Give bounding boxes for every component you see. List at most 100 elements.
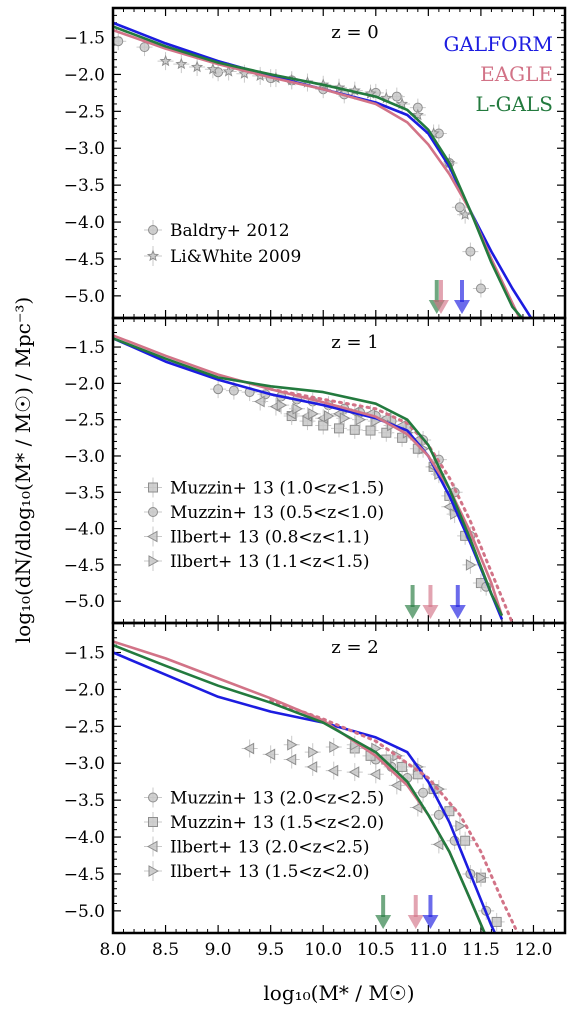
y-tick-label: −3.5 <box>64 176 105 196</box>
y-tick-label: −2.5 <box>64 717 105 737</box>
panel-2: −1.5 −2.0 −2.5 −3.0 −3.5 −4.0 −4.5 −5.0 z = 1 Muz… <box>64 316 567 625</box>
data-point <box>243 742 255 755</box>
model-curve-l-gals <box>113 643 487 933</box>
legend-label: Li&White 2009 <box>170 247 301 267</box>
data-point <box>391 91 402 102</box>
y-tick-label: −4.5 <box>64 250 105 270</box>
data-series-li-white-2009 <box>157 52 474 224</box>
y-tick-label: −5.0 <box>64 592 105 612</box>
data-point <box>306 761 318 773</box>
data-series-ilbert-13-1-1-z-1-5 <box>273 396 479 574</box>
legend-entry-baldry-2012: Baldry+ 2012 <box>144 220 290 241</box>
data-point <box>113 36 124 47</box>
legend-entry-muzzin-13-0-5-z-1-0: Muzzin+ 13 (0.5<z<1.0) <box>144 502 384 523</box>
y-tick-label: −3.5 <box>64 483 105 503</box>
legend-marker <box>146 249 160 262</box>
model-label-eagle: EAGLE <box>480 62 553 86</box>
data-point <box>323 410 335 422</box>
legend-marker <box>146 840 158 853</box>
panel-label: z = 0 <box>331 22 378 43</box>
legend-label: Muzzin+ 13 (0.5<z<1.0) <box>170 503 384 523</box>
model-label-galform: GALFORM <box>443 32 553 56</box>
y-tick-label: −2.5 <box>64 411 105 431</box>
data-point <box>395 97 409 110</box>
y-tick-label: −2.0 <box>64 680 105 700</box>
x-tick-label: 11.0 <box>409 940 447 960</box>
x-tick-label: 11.5 <box>462 940 500 960</box>
data-point <box>329 741 340 753</box>
y-tick-label: −4.0 <box>64 520 105 540</box>
plot-area <box>113 334 514 623</box>
y-tick-label: −4.0 <box>64 213 105 233</box>
legend-label: Muzzin+ 13 (1.5<z<2.0) <box>170 813 384 833</box>
mass-arrow-head <box>422 915 439 929</box>
data-point <box>348 766 360 778</box>
data-point <box>159 54 172 67</box>
y-tick-label: −3.5 <box>64 791 105 811</box>
data-point <box>334 423 344 434</box>
legend-marker <box>148 865 160 877</box>
plot-area <box>113 640 520 933</box>
x-tick-label: 10.0 <box>304 940 342 960</box>
x-tick-label: 8.5 <box>152 940 179 960</box>
model-curve-galform <box>113 21 533 318</box>
panel-3: 8.0 8.5 9.0 9.5 10.0 10.5 11.0 11.5 12.0 −1.5 −2.0… <box>64 621 567 960</box>
data-point <box>292 402 303 415</box>
panel-frame <box>111 621 567 935</box>
legend-entry-li-white-2009: Li&White 2009 <box>144 246 301 267</box>
legend-entry-muzzin-13-1-5-z-2-0: Muzzin+ 13 (1.5<z<2.0) <box>144 812 384 833</box>
legend-marker <box>148 792 158 803</box>
y-tick-label: −4.5 <box>64 556 105 576</box>
y-tick-label: −2.0 <box>64 65 105 85</box>
mass-arrow-head <box>404 605 421 619</box>
model-curve-galform <box>113 651 497 933</box>
data-point <box>264 748 276 761</box>
legend-marker <box>148 817 158 827</box>
data-point <box>459 208 472 220</box>
mass-arrow-head <box>407 915 424 929</box>
panel-label: z = 1 <box>331 332 378 353</box>
data-point <box>213 384 224 395</box>
y-tick-label: −5.0 <box>64 902 105 922</box>
legend-marker <box>148 225 158 235</box>
legend-entry-muzzin-13-1-0-z-1-5: Muzzin+ 13 (1.0<z<1.5) <box>144 477 384 499</box>
data-point <box>287 738 298 751</box>
mass-arrow-head <box>453 300 470 314</box>
y-tick-label: −5.0 <box>64 287 105 307</box>
panel-label: z = 2 <box>331 637 378 658</box>
data-point <box>228 385 239 396</box>
data-series-muzzin-13-2-0-z-2-5 <box>367 750 495 920</box>
data-point <box>308 408 319 420</box>
y-tick-label: −2.0 <box>64 374 105 394</box>
legend-marker <box>146 530 158 543</box>
data-point <box>285 753 297 766</box>
legend-label: Ilbert+ 13 (1.1<z<1.5) <box>170 552 370 572</box>
legend-entry-ilbert-13-2-0-z-2-5: Ilbert+ 13 (2.0<z<2.5) <box>144 836 370 858</box>
data-point <box>454 202 465 213</box>
data-point <box>276 399 288 411</box>
model-curve-l-gals <box>113 337 504 617</box>
data-point <box>254 395 265 408</box>
data-point <box>397 761 408 772</box>
model-curve-eagle-dotted <box>269 387 514 623</box>
data-point <box>365 425 376 436</box>
legend-label: Ilbert+ 13 (1.5<z<2.0) <box>170 862 370 882</box>
panel-1: −1.5 −2.0 −2.5 −3.0 −3.5 −4.0 −4.5 −5.0 z = 0 GAL… <box>64 6 567 320</box>
x-tick-label: 9.0 <box>205 940 232 960</box>
legend-marker <box>148 507 158 517</box>
data-point <box>491 916 502 927</box>
data-point <box>349 424 360 435</box>
data-point <box>139 42 150 53</box>
x-tick-label: 9.5 <box>257 940 284 960</box>
legend-label: Muzzin+ 13 (2.0<z<2.5) <box>170 789 384 809</box>
data-point <box>355 413 367 426</box>
mass-arrow-head <box>449 605 466 619</box>
x-axis-title: log₁₀(M* / M☉) <box>263 981 414 1005</box>
model-curve-eagle-dotted <box>269 699 520 933</box>
x-tick-label: 8.0 <box>99 940 126 960</box>
y-tick-label: −1.5 <box>64 644 105 664</box>
panels-layer: −1.5 −2.0 −2.5 −3.0 −3.5 −4.0 −4.5 −5.0 z = 0 GAL… <box>64 6 567 960</box>
x-tick-label: 10.5 <box>357 940 395 960</box>
legend-entry-ilbert-13-1-5-z-2-0: Ilbert+ 13 (1.5<z<2.0) <box>144 861 370 882</box>
